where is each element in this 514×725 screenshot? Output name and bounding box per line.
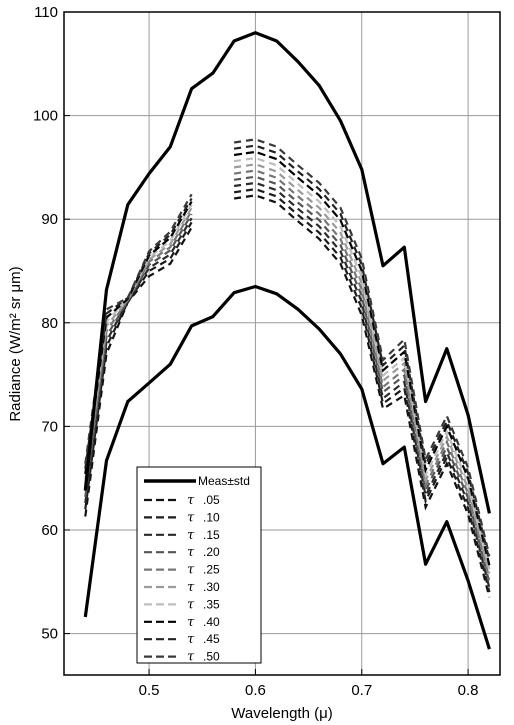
legend-label-tau-25: .25: [203, 563, 220, 577]
x-ticks: 0.5 0.6 0.7 0.8: [139, 669, 479, 699]
series-line-tau-50: [84, 193, 193, 464]
series-line-tau-05: [84, 226, 193, 517]
legend-items: τ .05 τ .10 τ .15 τ .20 τ .25 τ .30 τ .35 τ .40 τ .45 τ .50: [144, 493, 220, 665]
series-line-tau-30: [233, 163, 491, 574]
series-line-tau-35: [233, 156, 491, 570]
y-ticks: 50 60 70 80 90 100 110: [33, 4, 70, 643]
legend-tau-symbol: τ: [187, 650, 195, 665]
meas-lower-line: [83, 284, 491, 650]
legend-tau-symbol: τ: [187, 493, 195, 508]
y-tick-label: 60: [41, 522, 58, 539]
y-axis-title: Radiance (W/m² sr μm): [7, 266, 24, 421]
y-tick-label: 70: [41, 418, 58, 435]
legend-tau-symbol: τ: [187, 563, 195, 578]
legend-label-tau-20: .20: [203, 545, 220, 559]
series-line-tau-25: [233, 169, 491, 579]
plot-area: [83, 31, 491, 650]
legend: Meas±std τ .05 τ .10 τ .15 τ .20 τ .25 τ .30 τ .35 τ .4…: [136, 466, 262, 665]
legend-label-tau-10: .10: [203, 510, 220, 524]
legend-label-tau-40: .40: [203, 615, 220, 629]
legend-label-tau-05: .05: [203, 493, 220, 507]
legend-label-tau-15: .15: [203, 528, 220, 542]
y-tick-label: 90: [41, 211, 58, 228]
series-line-tau-20: [84, 213, 193, 497]
legend-box: [136, 466, 262, 664]
y-tick-label: 80: [41, 315, 58, 332]
y-tick-label: 100: [33, 108, 58, 125]
x-tick-label: 0.5: [139, 682, 160, 699]
x-tick-label: 0.6: [245, 682, 266, 699]
y-tick-label: 110: [34, 4, 58, 21]
y-tick-label: 50: [41, 626, 58, 643]
series-line-tau-05: [233, 194, 491, 598]
series-line-tau-25: [84, 210, 193, 491]
legend-tau-symbol: τ: [187, 632, 195, 647]
legend-label-tau-50: .50: [203, 650, 220, 664]
legend-label-tau-35: .35: [203, 597, 220, 611]
series-line-tau-40: [233, 150, 491, 566]
legend-tau-symbol: τ: [187, 580, 195, 595]
series-line-tau-10: [84, 221, 193, 510]
x-tick-label: 0.7: [351, 682, 372, 699]
legend-tau-symbol: τ: [187, 597, 195, 612]
legend-tau-symbol: τ: [187, 545, 195, 560]
x-tick-label: 0.8: [458, 682, 479, 699]
x-axis-title: Wavelength (μ): [231, 705, 332, 722]
plot-frame: [63, 11, 501, 676]
plot-background: [64, 12, 500, 675]
legend-label-tau-30: .30: [203, 580, 220, 594]
legend-label-tau-45: .45: [203, 632, 220, 646]
series-layer: [83, 31, 491, 650]
legend-tau-symbol: τ: [187, 615, 195, 630]
series-line-tau-30: [84, 207, 193, 485]
legend-tau-symbol: τ: [187, 528, 195, 543]
meas-upper-line: [83, 31, 491, 514]
legend-tau-symbol: τ: [187, 510, 195, 525]
legend-label-meas: Meas±std: [198, 474, 250, 488]
